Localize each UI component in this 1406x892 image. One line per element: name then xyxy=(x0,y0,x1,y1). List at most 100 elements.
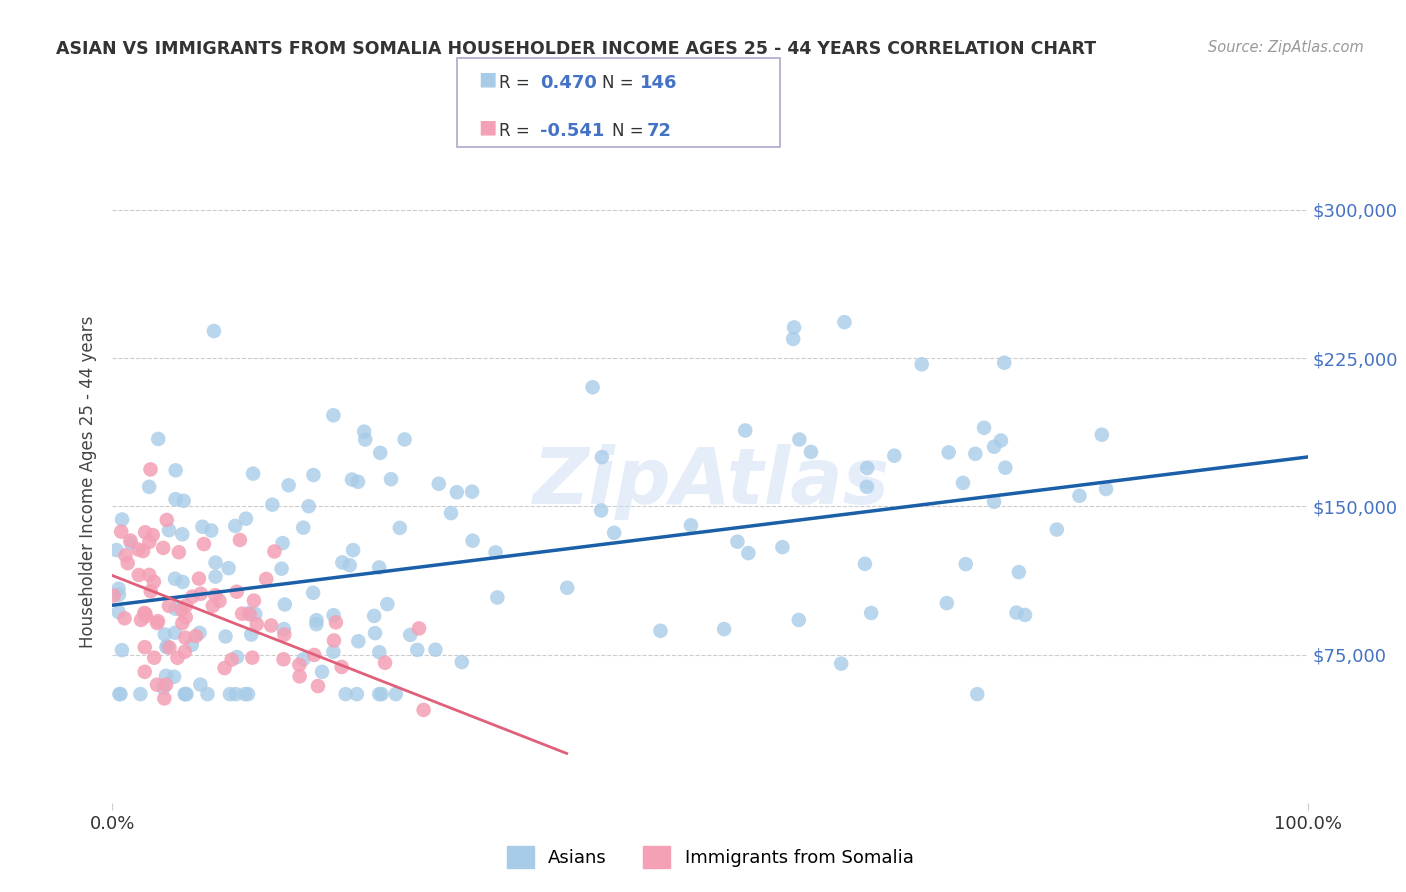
Point xyxy=(1008,565,1031,579)
Point xyxy=(783,320,806,334)
Text: N =: N = xyxy=(612,122,648,140)
Point xyxy=(152,681,174,695)
Point xyxy=(385,687,408,701)
Point xyxy=(713,622,735,636)
Point xyxy=(114,549,136,563)
Point xyxy=(174,687,197,701)
Point xyxy=(484,545,506,559)
Point xyxy=(993,356,1015,370)
Point xyxy=(155,669,177,683)
Point xyxy=(163,670,186,684)
Point xyxy=(302,648,325,662)
Point xyxy=(486,591,509,605)
Text: R =: R = xyxy=(499,74,536,92)
Point xyxy=(180,638,202,652)
Point xyxy=(111,512,134,526)
Point xyxy=(163,572,186,586)
Point xyxy=(322,645,344,659)
Point xyxy=(167,545,190,559)
Point xyxy=(412,703,434,717)
Point xyxy=(322,608,344,623)
Point xyxy=(157,523,180,537)
Point xyxy=(440,506,463,520)
Point xyxy=(174,599,197,613)
Point xyxy=(114,611,136,625)
Point xyxy=(233,687,256,701)
Point xyxy=(153,691,176,706)
Point xyxy=(190,677,212,691)
Point xyxy=(288,657,311,672)
Point xyxy=(346,687,368,701)
Point xyxy=(156,640,179,654)
Point xyxy=(734,424,756,438)
Point xyxy=(938,445,960,459)
Point xyxy=(110,687,132,701)
Point xyxy=(240,627,263,641)
Point xyxy=(204,588,226,602)
Point xyxy=(201,599,224,613)
Point xyxy=(224,519,246,533)
Point xyxy=(273,622,295,636)
Point xyxy=(165,492,187,507)
Point xyxy=(1069,489,1091,503)
Point xyxy=(172,574,194,589)
Point xyxy=(134,640,156,655)
Point xyxy=(238,606,260,620)
Point xyxy=(214,661,236,675)
Point xyxy=(853,557,876,571)
Point xyxy=(117,556,139,570)
Point xyxy=(159,640,181,655)
Text: ASIAN VS IMMIGRANTS FROM SOMALIA HOUSEHOLDER INCOME AGES 25 - 44 YEARS CORRELATI: ASIAN VS IMMIGRANTS FROM SOMALIA HOUSEHO… xyxy=(56,40,1097,58)
Point xyxy=(364,626,387,640)
Point xyxy=(239,607,262,622)
Text: R =: R = xyxy=(499,122,536,140)
Legend: Asians, Immigrants from Somalia: Asians, Immigrants from Somalia xyxy=(506,846,914,868)
Point xyxy=(132,544,155,558)
Point xyxy=(128,568,150,582)
Point xyxy=(388,521,411,535)
Point xyxy=(127,542,149,557)
Point xyxy=(143,650,166,665)
Point xyxy=(135,609,157,624)
Point xyxy=(603,525,626,540)
Text: ■: ■ xyxy=(478,70,496,88)
Point xyxy=(156,513,179,527)
Point xyxy=(142,528,165,542)
Text: ■: ■ xyxy=(478,118,496,136)
Point xyxy=(146,678,169,692)
Point xyxy=(408,621,430,635)
Point xyxy=(190,587,212,601)
Point xyxy=(591,503,613,517)
Point xyxy=(103,589,125,603)
Point xyxy=(965,447,987,461)
Point xyxy=(307,679,329,693)
Point xyxy=(1046,523,1069,537)
Point xyxy=(330,660,353,674)
Point xyxy=(800,445,823,459)
Point xyxy=(591,450,613,464)
Point xyxy=(165,601,187,615)
Point xyxy=(368,645,391,659)
Y-axis label: Householder Income Ages 25 - 44 years: Householder Income Ages 25 - 44 years xyxy=(79,316,97,648)
Point xyxy=(990,434,1012,448)
Point xyxy=(221,652,243,666)
Point xyxy=(243,593,266,607)
Point xyxy=(446,485,468,500)
Point xyxy=(368,560,391,574)
Point xyxy=(134,665,156,679)
Point xyxy=(188,625,211,640)
Point xyxy=(107,605,129,619)
Point xyxy=(225,687,247,701)
Point xyxy=(834,315,856,329)
Point xyxy=(214,630,236,644)
Point xyxy=(138,480,160,494)
Point xyxy=(952,475,974,490)
Point xyxy=(191,520,214,534)
Point xyxy=(427,476,450,491)
Point xyxy=(245,607,267,621)
Point xyxy=(406,643,429,657)
Point xyxy=(148,432,170,446)
Point xyxy=(374,656,396,670)
Point xyxy=(155,678,177,692)
Point xyxy=(911,357,934,371)
